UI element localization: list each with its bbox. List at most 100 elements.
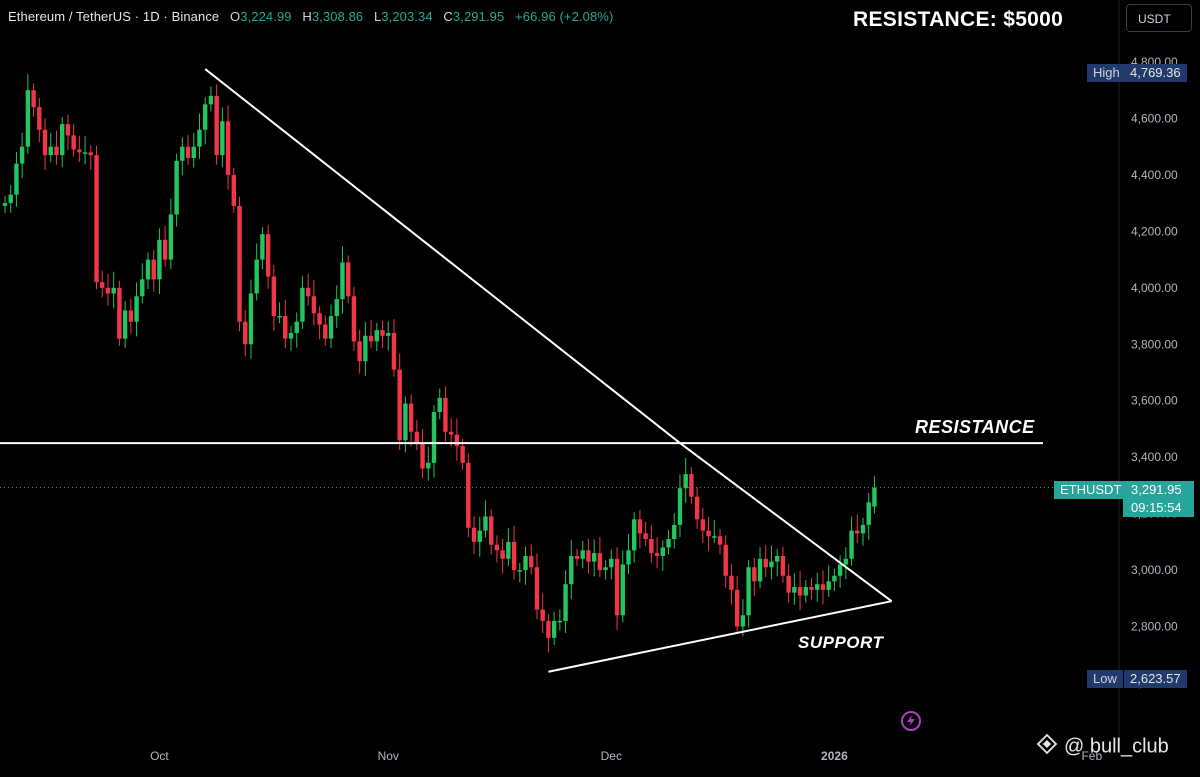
candle xyxy=(317,306,322,340)
candle xyxy=(374,323,379,352)
candle-body xyxy=(60,124,65,156)
candle-body xyxy=(277,316,282,318)
candle xyxy=(42,118,48,170)
candle xyxy=(380,320,385,348)
x-tick-label: 2026 xyxy=(821,749,848,763)
candle xyxy=(162,226,168,267)
symbol-header: Ethereum / TetherUS · 1D · Binance O3,22… xyxy=(8,9,613,24)
candle xyxy=(534,553,540,620)
candle-body xyxy=(683,474,688,489)
candle-body xyxy=(157,239,162,280)
candle xyxy=(557,609,563,631)
candle xyxy=(740,599,746,637)
candle-body xyxy=(162,239,168,260)
candle-body xyxy=(734,589,740,627)
candle xyxy=(414,420,420,451)
candle xyxy=(672,513,677,549)
change-value: +66.96 (+2.08%) xyxy=(515,9,614,24)
candle-body xyxy=(8,194,13,204)
candle xyxy=(746,560,751,628)
candle-body xyxy=(591,553,597,562)
candle-body xyxy=(94,155,99,283)
candle xyxy=(220,107,225,168)
candle-body xyxy=(763,558,768,568)
low-flag: Low 2,623.57 xyxy=(1087,670,1193,688)
candle-body xyxy=(557,620,563,623)
candle-body xyxy=(494,544,500,551)
candle xyxy=(151,250,156,292)
candle-body xyxy=(14,163,19,195)
candle-body xyxy=(792,587,797,593)
candle xyxy=(677,474,683,538)
candle xyxy=(408,394,414,447)
candle-body xyxy=(574,555,580,559)
candle-body xyxy=(145,259,151,280)
candle xyxy=(454,418,460,461)
candle xyxy=(254,243,259,301)
countdown-timer: 09:15:54 xyxy=(1131,500,1182,515)
candle-body xyxy=(454,434,460,446)
candle xyxy=(689,467,694,504)
candle xyxy=(265,224,271,289)
downtrend-line[interactable] xyxy=(204,68,893,602)
candle xyxy=(597,537,603,578)
candle xyxy=(832,568,837,591)
candle-body xyxy=(729,575,734,590)
candle xyxy=(248,279,254,359)
resistance-annotation: RESISTANCE xyxy=(915,417,1035,437)
candle-body xyxy=(151,259,156,280)
candle-body xyxy=(191,146,196,158)
candle xyxy=(660,540,665,571)
candle xyxy=(208,86,214,112)
candle-body xyxy=(523,555,528,571)
candle xyxy=(706,516,711,551)
candle xyxy=(489,509,494,555)
candle xyxy=(712,520,717,544)
candle-body xyxy=(100,282,105,288)
candle-body xyxy=(254,259,259,294)
candle xyxy=(683,458,688,503)
current-flag-label: ETHUSDT xyxy=(1054,481,1128,499)
candle-body xyxy=(649,539,654,554)
candle-body xyxy=(752,567,757,582)
support-annotation: SUPPORT xyxy=(798,633,884,652)
candle-body xyxy=(340,262,345,300)
candle-body xyxy=(386,332,391,336)
candle xyxy=(111,271,116,309)
candle xyxy=(614,547,620,630)
candle-body xyxy=(374,330,379,342)
candle-body xyxy=(54,146,59,156)
candle-body xyxy=(122,310,128,339)
candle xyxy=(529,544,534,575)
candle-body xyxy=(660,547,665,556)
candle-body xyxy=(637,519,643,534)
candle-body xyxy=(614,558,620,616)
candle xyxy=(180,137,185,176)
candle-body xyxy=(317,313,322,325)
candle-body xyxy=(42,129,48,156)
symbol-title[interactable]: Ethereum / TetherUS · 1D · Binance xyxy=(8,9,220,24)
candle xyxy=(734,576,740,634)
candle xyxy=(826,565,831,597)
candle xyxy=(82,136,88,165)
candle-body xyxy=(117,287,122,339)
candle xyxy=(517,563,522,583)
candle xyxy=(815,572,820,602)
high-flag-value: 4,769.36 xyxy=(1124,64,1187,82)
candle xyxy=(197,113,202,159)
candle xyxy=(185,135,191,166)
candle xyxy=(649,525,654,563)
currency-button[interactable]: USDT xyxy=(1126,4,1192,32)
candle xyxy=(523,546,528,585)
candle xyxy=(466,453,471,538)
candle xyxy=(849,516,854,566)
support-line[interactable] xyxy=(548,600,892,673)
lightning-icon[interactable] xyxy=(901,711,921,731)
y-tick-label: 3,800.00 xyxy=(1131,337,1178,351)
candle-body xyxy=(203,104,208,130)
candle xyxy=(471,516,477,555)
candle-body xyxy=(231,174,236,206)
candle xyxy=(786,564,791,603)
